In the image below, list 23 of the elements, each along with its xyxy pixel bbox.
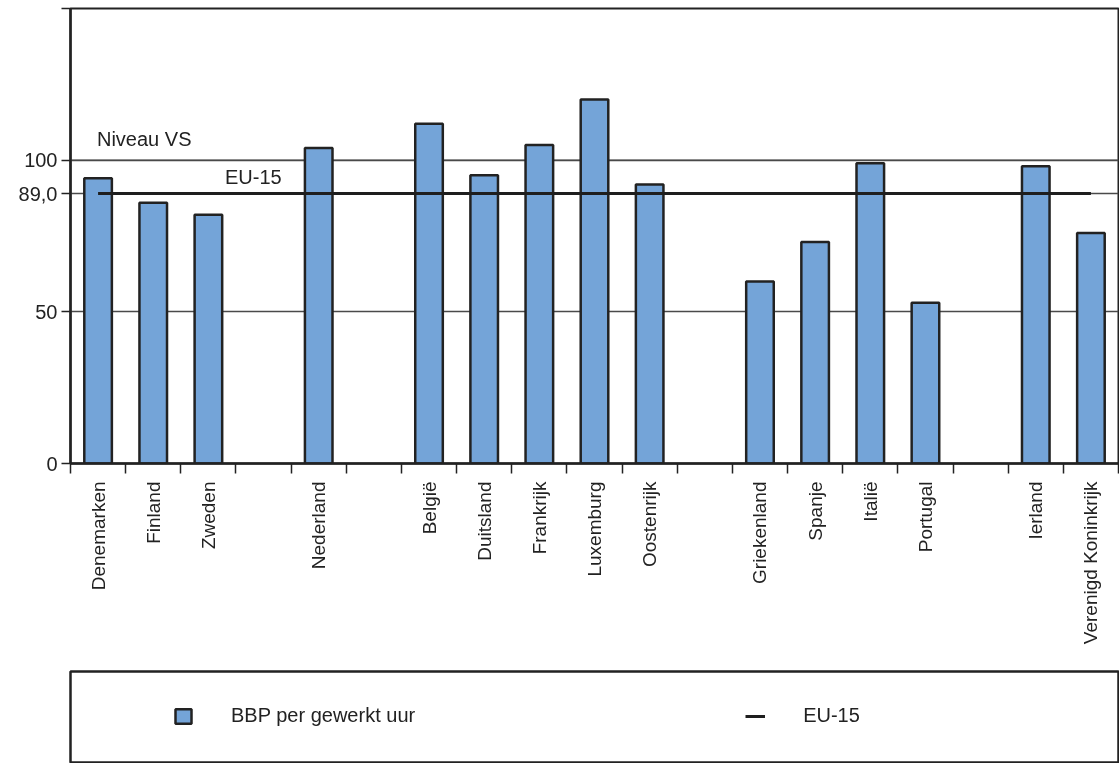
x-tick-label: Oostenrijk [639, 481, 661, 568]
legend-label: BBP per gewerkt uur [231, 704, 416, 727]
x-tick-label: Ierland [1025, 481, 1047, 540]
x-tick-label: Zweden [197, 481, 219, 550]
x-tick-label: België [418, 481, 440, 535]
y-tick-label: 100 [24, 149, 58, 172]
x-tick-label: Frankrijk [528, 481, 550, 555]
x-tick-label: Duitsland [473, 481, 495, 561]
x-tick-label: Spanje [804, 481, 826, 541]
x-tick-label: Nederland [308, 481, 330, 570]
ref-line-label: Niveau VS [96, 128, 192, 151]
y-tick-label: 89,0 [18, 182, 58, 205]
x-tick-label: Italië [859, 481, 881, 522]
x-tick-label: Luxemburg [584, 481, 605, 577]
y-tick-label: 0 [46, 452, 58, 475]
x-tick-label: Denemarken [87, 481, 109, 591]
text: EU-15 [224, 165, 282, 188]
x-tick-label: Portugal [914, 481, 936, 553]
x-tick-label: Verenigd Koninkrijk [1080, 481, 1102, 645]
x-tick-label: Griekenland [749, 481, 771, 584]
legend-label: EU-15 [803, 704, 860, 727]
x-tick-label: Finland [142, 481, 164, 544]
y-tick-label: 50 [35, 300, 58, 323]
